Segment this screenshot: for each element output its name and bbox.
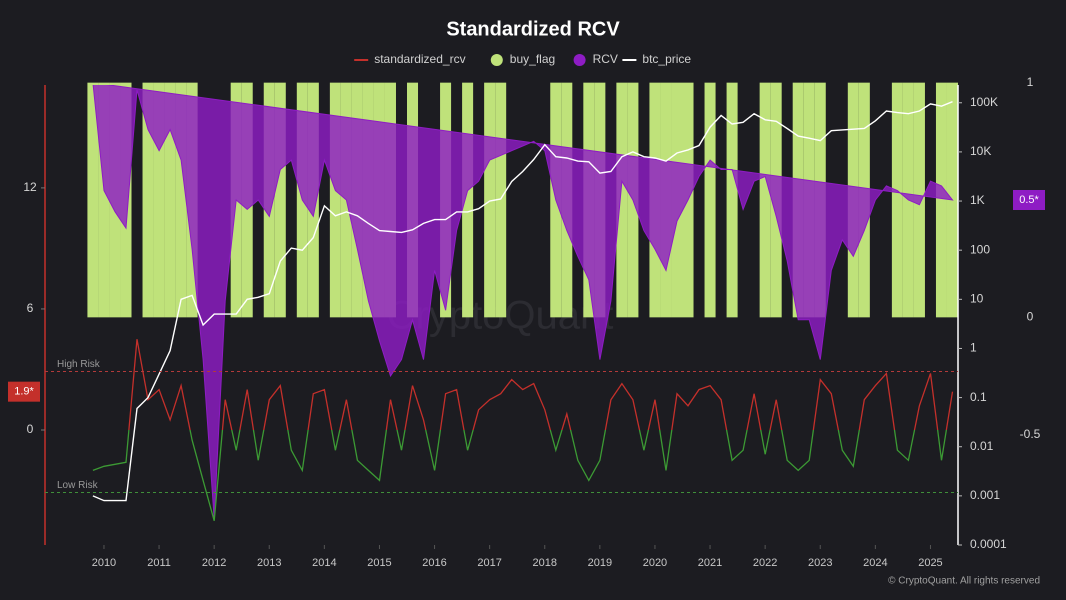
y2-tick-label: 10	[970, 291, 984, 305]
buy-flag-bar	[164, 82, 176, 318]
x-tick-label: 2019	[588, 557, 612, 569]
legend-label[interactable]: buy_flag	[510, 52, 555, 66]
value-label: 1.9*	[14, 386, 34, 398]
x-tick-label: 2011	[147, 557, 171, 569]
y2-tick-label: 0.001	[970, 488, 1000, 502]
buy-flag-bar	[274, 82, 286, 318]
value-label-box	[1013, 190, 1045, 210]
buy-flag-bar	[726, 82, 738, 318]
buy-flag-bar	[935, 82, 947, 318]
legend-label[interactable]: RCV	[593, 52, 618, 66]
value-label-box	[8, 381, 40, 402]
buy-flag-bar	[462, 82, 474, 318]
buy-flag-bar	[616, 82, 628, 318]
series-line-above	[128, 339, 954, 430]
y2-tick-label: 100	[970, 242, 990, 256]
x-tick-label: 2020	[643, 557, 667, 569]
series-line	[92, 101, 953, 502]
y-tick-label: 12	[23, 180, 37, 194]
y-tick-label: 6	[27, 301, 34, 315]
y3-tick-label: -0.5	[1020, 427, 1041, 441]
chart-title: Standardized RCV	[446, 18, 620, 40]
buy-flag-bar	[175, 82, 187, 318]
y2-tick-label: 10K	[970, 144, 991, 158]
reference-label: High Risk	[57, 359, 101, 370]
x-tick-label: 2024	[863, 557, 887, 569]
series-line-below	[92, 430, 948, 521]
y2-tick-label: 0.1	[970, 390, 987, 404]
y-tick-label: 0	[27, 422, 34, 436]
reference-label: Low Risk	[57, 480, 99, 491]
buy-flag-bar	[98, 82, 110, 318]
legend-label[interactable]: standardized_rcv	[374, 52, 465, 66]
area-layer	[92, 85, 954, 520]
lines-layer	[92, 101, 954, 521]
buy-flag-bar	[142, 82, 154, 318]
value-label: 0.5*	[1019, 194, 1039, 206]
y2-tick-label: 0.01	[970, 439, 994, 453]
legend-swatch	[490, 54, 503, 66]
buy-flag-bar	[495, 82, 507, 318]
x-tick-label: 2014	[312, 557, 336, 569]
x-tick-label: 2015	[367, 557, 391, 569]
y3-tick-label: 0	[1027, 310, 1034, 324]
axes-layer: 2010 2011 2012 2013 2014 2015 2016 2017 2018 2019…	[8, 75, 1045, 569]
buy-flag-bar	[484, 82, 496, 318]
buy-flag-bar	[704, 82, 716, 318]
buy-flag-bar	[153, 82, 165, 318]
y3-tick-label: 1	[1027, 75, 1034, 89]
x-tick-label: 2012	[202, 557, 226, 569]
y2-tick-label: 100K	[970, 95, 998, 109]
buy-flag-bar	[329, 82, 341, 318]
x-tick-label: 2021	[698, 557, 722, 569]
legend: standardized_rcv buy_flag RCV btc_price	[354, 52, 691, 66]
rcv-area	[92, 85, 954, 520]
buy-flag-bar	[87, 82, 99, 318]
x-tick-label: 2013	[257, 557, 281, 569]
y2-tick-label: 0.0001	[970, 537, 1007, 551]
x-tick-label: 2025	[918, 557, 942, 569]
legend-swatch	[573, 54, 586, 66]
y2-tick-label: 1K	[970, 193, 985, 207]
x-tick-label: 2017	[477, 557, 501, 569]
y2-tick-label: 1	[970, 341, 977, 355]
legend-label[interactable]: btc_price	[642, 52, 691, 66]
x-tick-label: 2018	[533, 557, 557, 569]
x-tick-label: 2010	[92, 557, 116, 569]
buy-flag-bar	[891, 82, 903, 318]
x-tick-label: 2022	[753, 557, 777, 569]
x-tick-label: 2023	[808, 557, 832, 569]
footer: © CryptoQuant. All rights reserved	[888, 576, 1040, 587]
buy-flag-bar	[759, 82, 771, 318]
x-tick-label: 2016	[422, 557, 446, 569]
